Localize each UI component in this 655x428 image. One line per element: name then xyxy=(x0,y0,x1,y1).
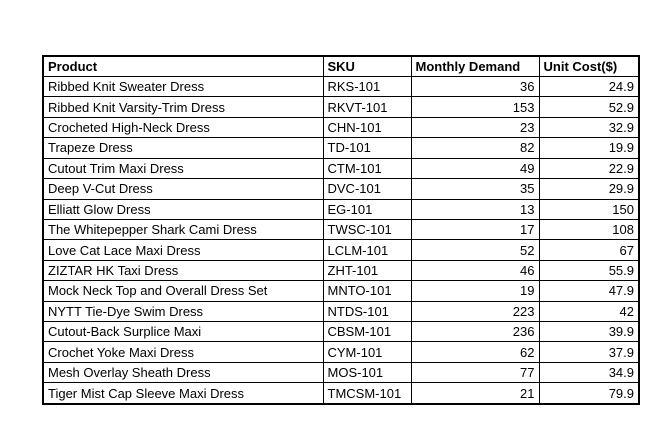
cell-product[interactable]: Ribbed Knit Varsity-Trim Dress xyxy=(42,96,324,118)
cell-product[interactable]: Crochet Yoke Maxi Dress xyxy=(42,341,324,363)
cell-sku[interactable]: MOS-101 xyxy=(322,361,412,384)
table-body: Ribbed Knit Sweater Dress RKS-101 36 24.9 Ri… xyxy=(42,75,640,405)
cell-demand[interactable]: 23 xyxy=(410,116,540,139)
cell-cost[interactable]: 47.9 xyxy=(538,280,640,302)
table-row: Love Cat Lace Maxi Dress LCLM-101 52 67 xyxy=(42,239,640,261)
cell-demand[interactable]: 236 xyxy=(410,321,540,343)
cell-sku[interactable]: RKVT-101 xyxy=(322,96,412,118)
table-row: Deep V-Cut Dress DVC-101 35 29.9 xyxy=(42,178,640,200)
cell-sku[interactable]: EG-101 xyxy=(322,198,412,220)
cell-product[interactable]: ZIZTAR HK Taxi Dress xyxy=(42,259,324,282)
header-cell-sku[interactable]: SKU xyxy=(322,55,412,77)
cell-demand[interactable]: 52 xyxy=(410,239,540,261)
cell-product[interactable]: Love Cat Lace Maxi Dress xyxy=(42,239,324,261)
cell-demand[interactable]: 36 xyxy=(410,75,540,98)
table-row: The Whitepepper Shark Cami Dress TWSC-101… xyxy=(42,218,640,241)
table-row: Trapeze Dress TD-101 82 19.9 xyxy=(42,137,640,159)
cell-cost[interactable]: 22.9 xyxy=(538,157,640,180)
cell-cost[interactable]: 52.9 xyxy=(538,96,640,118)
cell-cost[interactable]: 42 xyxy=(538,300,640,323)
cell-cost[interactable]: 19.9 xyxy=(538,137,640,159)
cell-sku[interactable]: ZHT-101 xyxy=(322,259,412,282)
table-row: NYTT Tie-Dye Swim Dress NTDS-101 223 42 xyxy=(42,300,640,323)
header-cell-unit-cost[interactable]: Unit Cost($) xyxy=(538,55,640,77)
cell-demand[interactable]: 49 xyxy=(410,157,540,180)
product-table-container: Product SKU Monthly Demand Unit Cost($) … xyxy=(42,55,640,405)
table-row: Crocheted High-Neck Dress CHN-101 23 32.9 xyxy=(42,116,640,139)
cell-product[interactable]: Trapeze Dress xyxy=(42,137,324,159)
cell-demand[interactable]: 13 xyxy=(410,198,540,220)
table-row: Cutout Trim Maxi Dress CTM-101 49 22.9 xyxy=(42,157,640,180)
table-row: Mock Neck Top and Overall Dress Set MNTO-… xyxy=(42,280,640,302)
cell-sku[interactable]: NTDS-101 xyxy=(322,300,412,323)
cell-cost[interactable]: 34.9 xyxy=(538,361,640,384)
table-row: ZIZTAR HK Taxi Dress ZHT-101 46 55.9 xyxy=(42,259,640,282)
cell-product[interactable]: Mesh Overlay Sheath Dress xyxy=(42,361,324,384)
cell-sku[interactable]: CHN-101 xyxy=(322,116,412,139)
table-row: Elliatt Glow Dress EG-101 13 150 xyxy=(42,198,640,220)
cell-cost[interactable]: 67 xyxy=(538,239,640,261)
cell-sku[interactable]: CYM-101 xyxy=(322,341,412,363)
cell-demand[interactable]: 17 xyxy=(410,218,540,241)
table-row: Ribbed Knit Varsity-Trim Dress RKVT-101 15… xyxy=(42,96,640,118)
cell-sku[interactable]: LCLM-101 xyxy=(322,239,412,261)
header-cell-monthly-demand[interactable]: Monthly Demand xyxy=(410,55,540,77)
cell-product[interactable]: NYTT Tie-Dye Swim Dress xyxy=(42,300,324,323)
cell-sku[interactable]: CBSM-101 xyxy=(322,321,412,343)
cell-product[interactable]: Mock Neck Top and Overall Dress Set xyxy=(42,280,324,302)
cell-demand[interactable]: 153 xyxy=(410,96,540,118)
header-cell-product[interactable]: Product xyxy=(42,55,324,77)
cell-demand[interactable]: 62 xyxy=(410,341,540,363)
cell-sku[interactable]: DVC-101 xyxy=(322,178,412,200)
cell-demand[interactable]: 35 xyxy=(410,178,540,200)
cell-sku[interactable]: CTM-101 xyxy=(322,157,412,180)
cell-cost[interactable]: 150 xyxy=(538,198,640,220)
cell-product[interactable]: Cutout-Back Surplice Maxi xyxy=(42,321,324,343)
cell-product[interactable]: Ribbed Knit Sweater Dress xyxy=(42,75,324,98)
header-row: Product SKU Monthly Demand Unit Cost($) xyxy=(42,55,640,77)
cell-demand[interactable]: 21 xyxy=(410,382,540,405)
cell-cost[interactable]: 108 xyxy=(538,218,640,241)
cell-product[interactable]: Elliatt Glow Dress xyxy=(42,198,324,220)
cell-product[interactable]: Tiger Mist Cap Sleeve Maxi Dress xyxy=(42,382,324,405)
cell-demand[interactable]: 77 xyxy=(410,361,540,384)
cell-sku[interactable]: TD-101 xyxy=(322,137,412,159)
cell-cost[interactable]: 55.9 xyxy=(538,259,640,282)
table-row: Tiger Mist Cap Sleeve Maxi Dress TMCSM-10… xyxy=(42,382,640,405)
cell-sku[interactable]: TWSC-101 xyxy=(322,218,412,241)
cell-product[interactable]: Deep V-Cut Dress xyxy=(42,178,324,200)
cell-demand[interactable]: 82 xyxy=(410,137,540,159)
product-table: Product SKU Monthly Demand Unit Cost($) … xyxy=(42,55,640,405)
cell-sku[interactable]: RKS-101 xyxy=(322,75,412,98)
cell-cost[interactable]: 29.9 xyxy=(538,178,640,200)
cell-product[interactable]: The Whitepepper Shark Cami Dress xyxy=(42,218,324,241)
cell-cost[interactable]: 32.9 xyxy=(538,116,640,139)
cell-cost[interactable]: 39.9 xyxy=(538,321,640,343)
table-row: Cutout-Back Surplice Maxi CBSM-101 236 39.9 xyxy=(42,321,640,343)
cell-demand[interactable]: 46 xyxy=(410,259,540,282)
cell-demand[interactable]: 223 xyxy=(410,300,540,323)
cell-demand[interactable]: 19 xyxy=(410,280,540,302)
table-row: Ribbed Knit Sweater Dress RKS-101 36 24.9 xyxy=(42,75,640,98)
cell-sku[interactable]: TMCSM-101 xyxy=(322,382,412,405)
cell-sku[interactable]: MNTO-101 xyxy=(322,280,412,302)
cell-cost[interactable]: 37.9 xyxy=(538,341,640,363)
table-row: Mesh Overlay Sheath Dress MOS-101 77 34.9 xyxy=(42,361,640,384)
cell-cost[interactable]: 79.9 xyxy=(538,382,640,405)
cell-product[interactable]: Crocheted High-Neck Dress xyxy=(42,116,324,139)
cell-cost[interactable]: 24.9 xyxy=(538,75,640,98)
table-header: Product SKU Monthly Demand Unit Cost($) xyxy=(42,55,640,77)
cell-product[interactable]: Cutout Trim Maxi Dress xyxy=(42,157,324,180)
table-row: Crochet Yoke Maxi Dress CYM-101 62 37.9 xyxy=(42,341,640,363)
